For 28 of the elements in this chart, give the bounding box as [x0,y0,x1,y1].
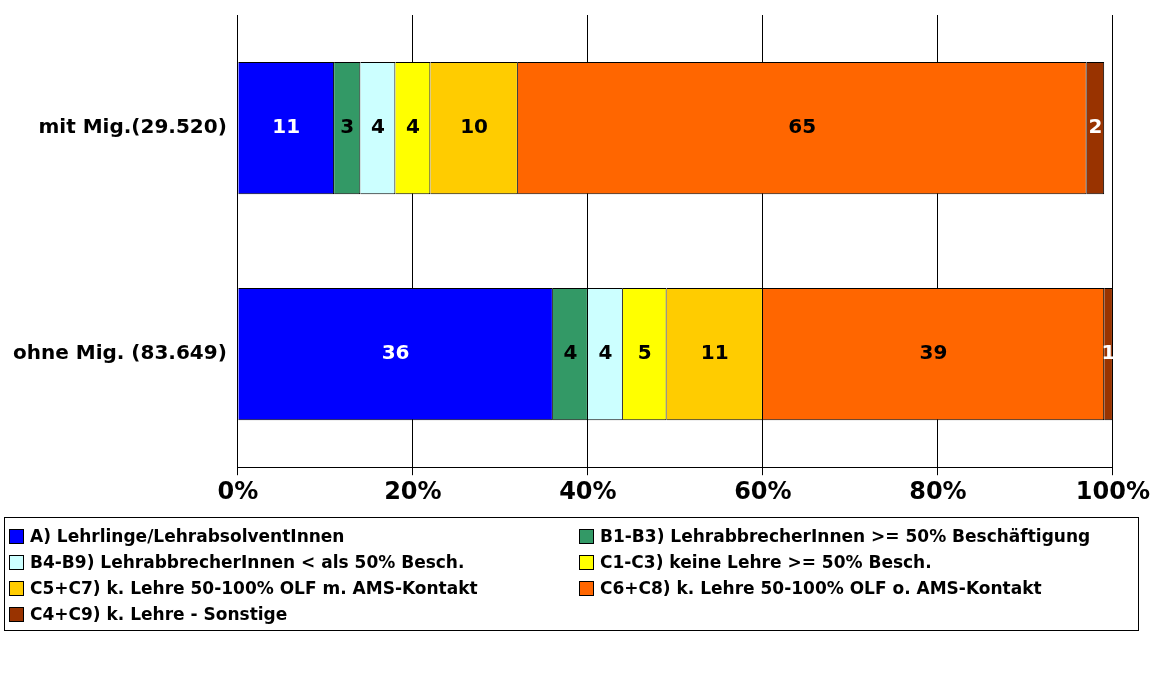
legend-label: B1-B3) LehrabbrecherInnen >= 50% Beschäftigung [600,526,1091,546]
data-label: 3 [340,114,355,139]
legend-label: C4+C9) k. Lehre - Sonstige [30,604,288,624]
x-tick-label: 40% [559,476,617,505]
data-label: 4 [405,114,420,139]
data-label: 4 [598,340,613,365]
data-label: 39 [919,340,948,365]
data-label: 10 [460,114,489,139]
data-label: 5 [637,340,652,365]
x-tick-label: 20% [384,476,442,505]
data-label: 2 [1088,114,1103,139]
legend-label: A) Lehrlinge/LehrabsolventInnen [30,526,345,546]
legend-label: C6+C8) k. Lehre 50-100% OLF o. AMS-Kontakt [600,578,1042,598]
legend-label: C1-C3) keine Lehre >= 50% Besch. [600,552,932,572]
data-label: 36 [381,340,410,365]
legend-label: C5+C7) k. Lehre 50-100% OLF m. AMS-Kontakt [30,578,478,598]
y-tick-label: ohne Mig. (83.649) [12,340,227,365]
data-label: 11 [272,114,301,139]
data-label: 65 [788,114,817,139]
data-label: 4 [563,340,578,365]
y-tick-label: mit Mig.(29.520) [38,114,227,139]
x-tick-label: 0% [217,476,259,505]
legend-label: B4-B9) LehrabbrecherInnen < als 50% Besch. [30,552,465,572]
x-tick-label: 80% [909,476,967,505]
data-label: 11 [700,340,729,365]
x-tick-label: 100% [1075,476,1151,505]
data-label: 4 [370,114,385,139]
x-tick-label: 60% [734,476,792,505]
